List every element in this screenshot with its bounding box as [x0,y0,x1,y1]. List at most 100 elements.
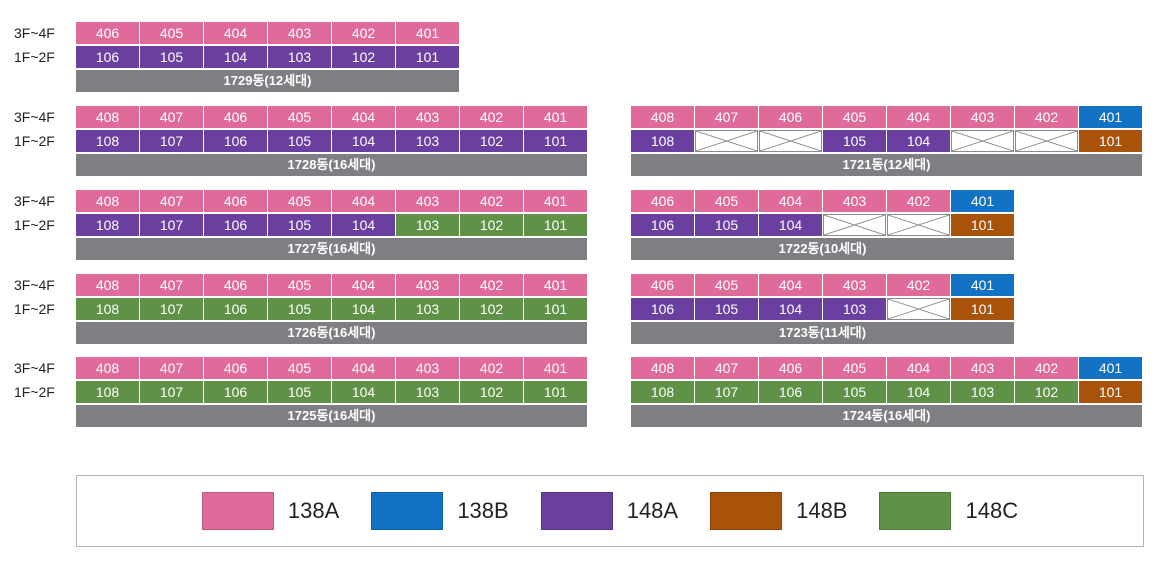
unit-cell: 101 [1079,130,1142,152]
unit-cell: 107 [140,130,203,152]
unit-cell: 103 [396,381,459,403]
unit-cell: 401 [1079,357,1142,379]
building-1721: 408 407 406 405 404 403 402 401 108 105 104 101 1721… [631,106,1143,176]
upper-floor-row: 408 407 406 405 404 403 402 401 [631,357,1143,379]
unit-cell: 102 [460,130,523,152]
legend-item-148a: 148A [540,492,678,530]
unit-cell: 403 [823,190,886,212]
unit-cell: 404 [332,357,395,379]
unit-cell: 108 [631,130,694,152]
unit-cell: 406 [759,106,822,128]
unit-cell: 107 [140,214,203,236]
legend-swatch [201,492,274,530]
unit-cell: 106 [631,214,694,236]
building-footer: 1721동(12세대) [631,154,1142,176]
unit-cell: 101 [951,214,1014,236]
floor-label-upper: 3F~4F [14,193,55,209]
unit-cell: 104 [759,298,822,320]
floor-label-lower: 1F~2F [14,133,55,149]
unit-cell: 402 [887,274,950,296]
upper-floor-row: 406 405 404 403 402 401 [76,22,460,44]
unit-cell: 407 [695,106,758,128]
unit-cell: 405 [695,190,758,212]
unit-cell: 403 [396,274,459,296]
legend-swatch [710,492,783,530]
empty-unit-cross-icon [887,298,950,320]
unit-cell: 108 [76,214,139,236]
legend-item-148b: 148B [710,492,847,530]
unit-cell: 103 [951,381,1014,403]
building-1729: 406 405 404 403 402 401 106 105 104 103 102 101 1729… [76,22,460,92]
building-1728: 408 407 406 405 404 403 402 401 108 107 106 105 104 1… [76,106,588,176]
unit-cell: 406 [631,190,694,212]
legend-label: 148B [796,498,848,523]
lower-floor-row: 108 107 106 105 104 103 102 101 [76,298,588,320]
lower-floor-row: 108 105 104 101 [631,130,1143,152]
unit-cell: 106 [759,381,822,403]
empty-unit-cross-icon [695,130,758,152]
unit-cell: 405 [695,274,758,296]
unit-cell: 405 [268,106,331,128]
unit-cell: 404 [759,274,822,296]
unit-cell: 406 [759,357,822,379]
unit-cell: 106 [76,46,139,68]
unit-cell: 401 [524,190,587,212]
floor-label-lower: 1F~2F [14,217,55,233]
unit-cell: 403 [268,22,331,44]
upper-floor-row: 408 407 406 405 404 403 402 401 [631,106,1143,128]
floor-label-lower: 1F~2F [14,301,55,317]
unit-cell: 106 [204,130,267,152]
unit-cell: 106 [204,298,267,320]
unit-cell: 407 [695,357,758,379]
unit-cell: 401 [951,274,1014,296]
unit-cell: 405 [268,357,331,379]
unit-cell: 104 [759,214,822,236]
unit-cell: 102 [332,46,395,68]
building-footer: 1722동(10세대) [631,238,1014,260]
lower-floor-row: 108 107 106 105 104 103 102 101 [76,214,588,236]
unit-cell: 105 [268,130,331,152]
unit-cell: 402 [1015,106,1078,128]
unit-cell: 107 [695,381,758,403]
unit-cell: 102 [1015,381,1078,403]
unit-cell: 404 [759,190,822,212]
unit-cell: 408 [631,106,694,128]
unit-cell: 108 [76,298,139,320]
building-1727: 408 407 406 405 404 403 402 401 108 107 106 105 104 1… [76,190,588,260]
upper-floor-row: 408 407 406 405 404 403 402 401 [76,106,588,128]
unit-cell: 101 [524,381,587,403]
unit-cell: 101 [524,298,587,320]
unit-cell: 402 [460,357,523,379]
unit-cell: 101 [524,130,587,152]
unit-cell: 105 [268,298,331,320]
unit-cell: 406 [204,357,267,379]
unit-cell: 401 [524,274,587,296]
legend: 138A 138B 148A 148B 148C [76,475,1144,547]
unit-cell: 102 [460,214,523,236]
unit-cell: 105 [823,381,886,403]
unit-cell: 103 [396,298,459,320]
unit-cell: 105 [823,130,886,152]
unit-cell: 103 [823,298,886,320]
unit-cell: 104 [204,46,267,68]
unit-cell: 403 [951,106,1014,128]
unit-cell: 101 [524,214,587,236]
unit-cell: 107 [140,381,203,403]
unit-cell: 403 [951,357,1014,379]
unit-cell: 403 [396,106,459,128]
unit-cell: 406 [204,274,267,296]
unit-cell: 402 [460,190,523,212]
legend-label: 148C [965,498,1019,523]
unit-cell: 401 [524,357,587,379]
floor-label-upper: 3F~4F [14,109,55,125]
upper-floor-row: 408 407 406 405 404 403 402 401 [76,190,588,212]
unit-cell: 104 [332,130,395,152]
unit-cell: 108 [76,381,139,403]
building-footer: 1729동(12세대) [76,70,459,92]
building-1722: 406 405 404 403 402 401 106 105 104 101 1722동(10세대… [631,190,1015,260]
empty-unit-cross-icon [951,130,1014,152]
building-1724: 408 407 406 405 404 403 402 401 108 107 106 105 104 1… [631,357,1143,427]
unit-cell: 401 [524,106,587,128]
unit-cell: 106 [204,381,267,403]
legend-label: 138B [457,498,509,523]
